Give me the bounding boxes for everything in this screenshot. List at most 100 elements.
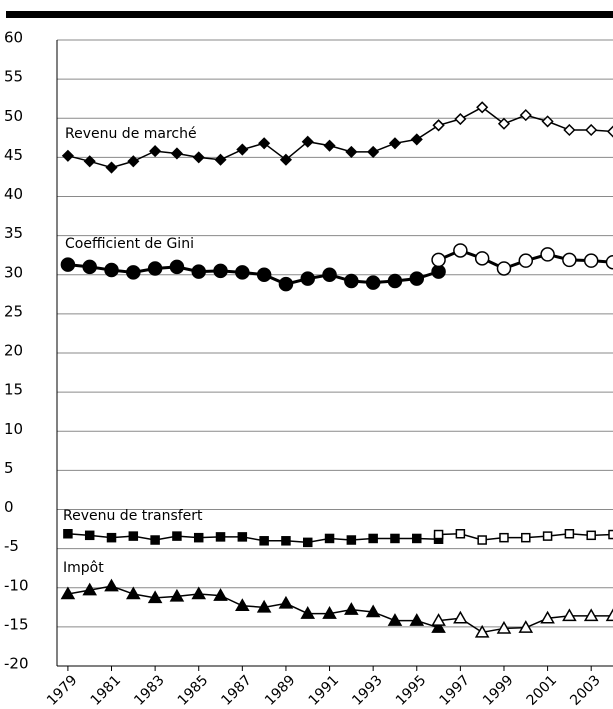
y-tick-label: -15 (4, 615, 29, 633)
marker (281, 536, 291, 546)
y-tick-label: 25 (4, 302, 23, 320)
marker (409, 613, 425, 626)
marker (235, 265, 250, 280)
marker (477, 535, 487, 545)
marker (431, 613, 446, 626)
marker (432, 119, 445, 132)
marker (279, 153, 293, 166)
marker (83, 155, 96, 168)
y-tick-label: 40 (4, 185, 23, 203)
marker (237, 532, 248, 542)
marker (608, 529, 613, 540)
marker (562, 252, 577, 268)
y-tick-label: 45 (4, 146, 23, 164)
y-tick-label: 60 (4, 29, 23, 47)
marker (84, 530, 95, 541)
marker (126, 265, 141, 280)
x-tick-label: 1985 (175, 672, 212, 709)
marker (365, 604, 381, 618)
y-tick-label: 15 (4, 381, 23, 399)
marker (127, 155, 140, 168)
top-bar (6, 11, 613, 18)
y-tick-label: 50 (4, 107, 23, 125)
x-tick-label: 1991 (306, 672, 343, 709)
marker (213, 588, 228, 601)
marker (346, 535, 357, 545)
marker (453, 243, 468, 258)
x-tick-label: 1993 (349, 672, 386, 709)
marker (302, 537, 313, 548)
marker (63, 529, 73, 539)
marker (278, 276, 294, 292)
marker (499, 532, 509, 543)
marker (235, 598, 250, 611)
marker (258, 137, 271, 150)
marker (562, 608, 577, 622)
marker (170, 147, 183, 160)
series-label: Impôt (63, 560, 104, 576)
marker (409, 271, 425, 286)
marker (61, 149, 74, 162)
x-tick-label: 1987 (218, 672, 255, 709)
marker (431, 620, 446, 633)
marker (300, 606, 316, 619)
marker (193, 532, 204, 543)
series-label: Coefficient de Gini (65, 236, 194, 252)
marker (563, 123, 576, 137)
marker (344, 602, 359, 615)
x-tick-label: 1995 (393, 672, 430, 709)
marker (60, 586, 76, 600)
marker (585, 123, 598, 137)
marker (191, 264, 206, 279)
marker (431, 252, 446, 268)
marker (82, 582, 97, 596)
marker (388, 137, 402, 150)
x-tick-label: 1983 (131, 672, 168, 709)
y-tick-label: 0 (4, 498, 14, 516)
marker (236, 143, 249, 156)
marker (344, 273, 359, 289)
marker (518, 253, 534, 268)
marker (104, 578, 119, 592)
marker (301, 135, 314, 148)
marker (191, 586, 207, 600)
marker (496, 261, 512, 276)
x-tick-label: 2003 (567, 672, 604, 709)
marker (213, 263, 228, 279)
marker (147, 590, 163, 604)
marker (606, 125, 613, 138)
marker (605, 254, 613, 270)
marker (519, 109, 532, 122)
marker (433, 529, 444, 540)
marker (169, 259, 185, 275)
marker (540, 610, 555, 624)
marker (322, 606, 337, 619)
line (67, 585, 439, 629)
marker (474, 251, 490, 266)
marker (126, 586, 141, 600)
marker (169, 588, 185, 602)
marker (278, 595, 294, 609)
marker (324, 533, 335, 544)
marker (455, 529, 466, 539)
marker (474, 624, 490, 638)
marker (586, 530, 596, 541)
marker (541, 115, 554, 128)
marker (147, 261, 163, 276)
marker (368, 533, 378, 544)
y-tick-label: 20 (4, 342, 23, 360)
y-tick-label: 5 (4, 459, 14, 477)
marker (390, 533, 400, 544)
marker (367, 145, 380, 158)
marker (150, 535, 160, 545)
series-label: Revenu de transfert (63, 508, 203, 524)
marker (365, 275, 381, 290)
marker (605, 608, 613, 622)
marker (256, 599, 272, 613)
marker (322, 267, 337, 282)
y-tick-label: -20 (4, 655, 29, 673)
y-tick-label: -5 (4, 537, 19, 555)
marker (583, 253, 599, 268)
